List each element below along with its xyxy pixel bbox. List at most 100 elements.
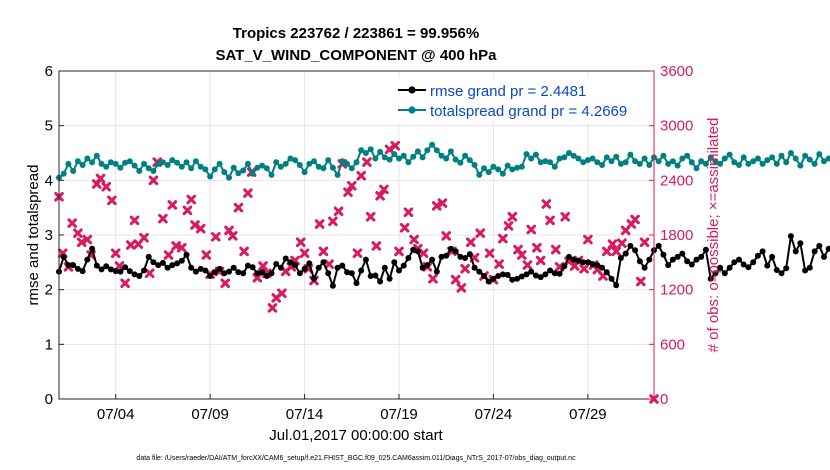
totalspread-point (211, 166, 218, 173)
rmse-point (481, 273, 487, 279)
totalspread-point (344, 160, 351, 167)
rmse-point (244, 262, 251, 269)
rmse-point (773, 267, 780, 273)
obs-marker (324, 259, 334, 269)
totalspread-series (56, 141, 830, 181)
totalspread-point (107, 159, 114, 166)
rmse-point (688, 261, 695, 268)
rmse-point (381, 264, 388, 271)
rmse-point (447, 245, 454, 252)
obs-marker (503, 221, 514, 231)
totalspread-point (599, 162, 606, 168)
obs-marker (252, 273, 263, 283)
x-tick-label: 07/29 (569, 406, 607, 423)
obs-marker (494, 259, 504, 269)
obs-series (54, 140, 659, 404)
left-tick-label: 4 (45, 172, 53, 189)
rmse-point (164, 264, 171, 271)
rmse-point (499, 271, 506, 278)
obs-marker (201, 250, 212, 260)
right-tick-label: 2400 (660, 172, 693, 189)
rmse-point (514, 275, 521, 282)
rmse-point (811, 248, 818, 255)
totalspread-point (188, 165, 195, 172)
x-tick-label: 07/24 (475, 406, 513, 423)
totalspread-point (348, 165, 355, 172)
totalspread-point (471, 162, 478, 168)
rmse-point (240, 270, 247, 277)
right-tick-label: 3600 (660, 63, 693, 80)
totalspread-point (797, 162, 804, 169)
rmse-point (490, 275, 497, 282)
totalspread-point (802, 152, 809, 159)
totalspread-point (452, 156, 459, 163)
obs-marker (456, 283, 467, 293)
rmse-point (65, 262, 72, 269)
totalspread-point (603, 154, 610, 161)
obs-marker (114, 261, 125, 271)
totalspread-point (806, 156, 813, 163)
totalspread-point (306, 160, 313, 167)
rmse-point (391, 259, 398, 266)
rmse-point (566, 253, 572, 260)
totalspread-point (70, 168, 77, 174)
rmse-point (178, 257, 185, 264)
totalspread-point (277, 163, 284, 170)
totalspread-point (419, 154, 426, 161)
obs-marker (630, 214, 640, 225)
rmse-point (141, 267, 147, 274)
rmse-point (315, 264, 322, 271)
totalspread-point (679, 155, 686, 162)
left-axis: 0 1 2 3 4 5 6 (45, 63, 64, 408)
totalspread-point (155, 160, 162, 167)
rmse-point (641, 264, 648, 271)
totalspread-point (617, 160, 624, 167)
rmse-point (551, 270, 558, 277)
rmse-point (523, 271, 530, 278)
totalspread-point (410, 153, 417, 160)
rmse-point (396, 267, 402, 274)
rmse-point (594, 262, 601, 269)
obs-marker (125, 240, 136, 250)
totalspread-point (627, 151, 634, 158)
rmse-point (792, 248, 799, 255)
totalspread-point (159, 159, 166, 166)
rmse-point (301, 265, 308, 272)
rmse-point (542, 271, 549, 278)
rmse-point (754, 252, 761, 259)
obs-marker (418, 248, 429, 259)
rmse-point (183, 251, 190, 258)
totalspread-point (674, 162, 681, 169)
totalspread-point (325, 157, 332, 164)
totalspread-point (759, 160, 766, 167)
totalspread-point (462, 152, 469, 159)
rmse-point (707, 275, 714, 282)
obs-marker (243, 188, 253, 198)
obs-marker (182, 205, 193, 216)
rmse-point (273, 261, 280, 267)
rmse-point (400, 262, 407, 269)
totalspread-point (296, 162, 303, 168)
rmse-point (339, 262, 346, 269)
rmse-point (410, 246, 417, 253)
obs-marker (522, 260, 533, 270)
rmse-point (367, 273, 374, 279)
legend-box (393, 78, 650, 123)
totalspread-point (438, 152, 445, 159)
totalspread-point (684, 152, 691, 159)
totalspread-point (726, 151, 733, 158)
obs-marker (227, 231, 238, 241)
rmse-point (93, 262, 100, 269)
obs-marker (195, 223, 206, 234)
totalspread-point (405, 159, 412, 166)
rmse-point (660, 251, 667, 258)
totalspread-point (301, 169, 308, 176)
totalspread-point (632, 158, 639, 165)
obs-marker (431, 201, 442, 211)
totalspread-point (287, 155, 294, 162)
totalspread-point (688, 159, 695, 166)
totalspread-point (396, 155, 402, 162)
totalspread-point (570, 152, 577, 159)
rmse-point (282, 255, 289, 262)
